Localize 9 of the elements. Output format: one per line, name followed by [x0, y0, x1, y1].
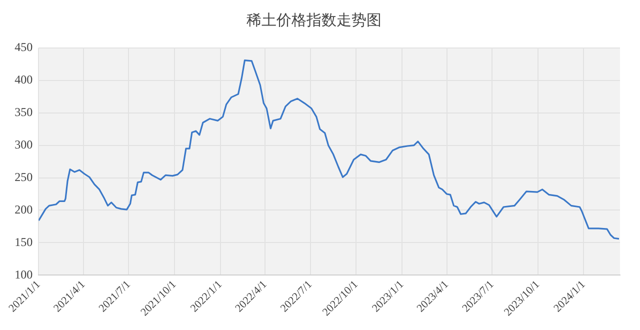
y-tick-label: 450	[14, 40, 33, 54]
y-tick-label: 150	[14, 234, 33, 249]
y-tick-label: 300	[14, 137, 33, 152]
chart-title: 稀土价格指数走势图	[246, 10, 382, 29]
y-tick-label: 350	[14, 105, 33, 120]
y-tick-label: 250	[14, 170, 33, 184]
y-tick-label: 400	[14, 72, 33, 87]
y-tick-label: 100	[14, 267, 33, 282]
y-tick-label: 200	[14, 202, 33, 216]
